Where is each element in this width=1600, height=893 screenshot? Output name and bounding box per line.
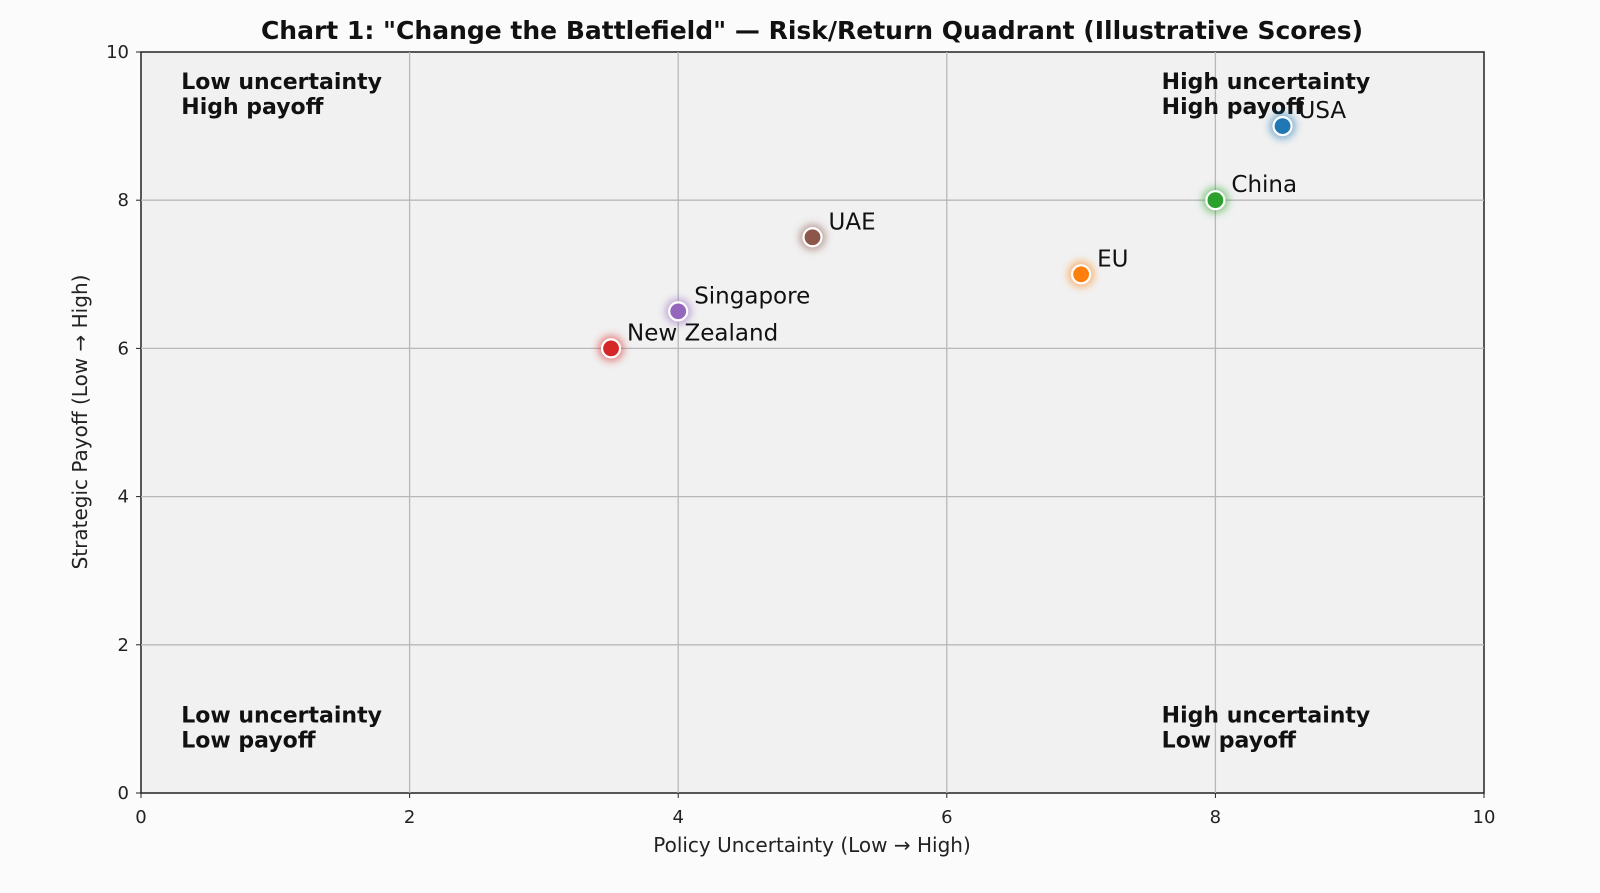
point-label: EU [1097, 246, 1128, 272]
quadrant-label-line: Low uncertainty [181, 70, 382, 95]
point-marker [1272, 115, 1293, 137]
point-marker [1205, 190, 1226, 211]
tick-labels: 0 2 4 6 8 10 0 2 4 6 8 10 [106, 42, 1495, 828]
quadrant-label-line: Low payoff [1162, 729, 1297, 754]
x-tick-label: 8 [1210, 807, 1221, 828]
x-tick-label: 2 [404, 807, 415, 828]
x-tick-label: 4 [672, 807, 683, 828]
point-marker [802, 227, 823, 248]
data-point-uae: UAE [799, 209, 876, 251]
point-label: USA [1299, 98, 1347, 124]
grid-lines [141, 52, 1484, 793]
x-tick-label: 0 [135, 807, 146, 828]
quadrant-label: Low uncertainty Low payoff [181, 704, 382, 754]
point-label: UAE [829, 209, 876, 235]
data-point-eu: EU [1068, 246, 1128, 288]
point-marker [600, 338, 622, 359]
y-tick-label: 6 [118, 338, 129, 359]
quadrant-label-line: Low payoff [181, 729, 316, 754]
quadrant-label-line: Low uncertainty [181, 704, 382, 729]
point-label: Singapore [694, 283, 810, 309]
quadrant-label-line: High payoff [181, 95, 324, 120]
x-tick-label: 6 [941, 807, 952, 828]
plot-area [140, 51, 1485, 794]
quadrant-label-line: High uncertainty [1162, 70, 1371, 95]
y-tick-label: 0 [118, 783, 129, 804]
data-point-new-zealand: New Zealand [598, 320, 778, 362]
data-point-singapore: Singapore [665, 283, 810, 325]
point-label: New Zealand [627, 320, 778, 346]
x-axis-label: Policy Uncertainty (Low → High) [653, 833, 971, 857]
y-axis-label: Strategic Payoff (Low → High) [68, 275, 92, 570]
x-tick-label: 10 [1473, 807, 1496, 828]
y-tick-label: 10 [106, 42, 129, 63]
data-point-usa: USA [1269, 98, 1347, 140]
point-marker [1070, 264, 1092, 285]
y-tick-label: 2 [118, 635, 129, 656]
point-marker [668, 301, 689, 322]
point-label: China [1231, 172, 1297, 198]
y-tick-label: 4 [118, 487, 129, 508]
quadrant-label: High uncertainty Low payoff [1162, 704, 1371, 754]
chart-title: Chart 1: "Change the Battlefield" — Risk… [261, 16, 1363, 45]
data-point-china: China [1202, 172, 1297, 214]
quadrant-label-line: High uncertainty [1162, 704, 1371, 729]
y-tick-label: 8 [118, 190, 129, 211]
quadrant-label: Low uncertainty High payoff [181, 70, 382, 120]
quadrant-label: High uncertainty High payoff [1162, 70, 1371, 120]
data-points: USA China EU UAE Singapore New Zealand [598, 98, 1347, 362]
